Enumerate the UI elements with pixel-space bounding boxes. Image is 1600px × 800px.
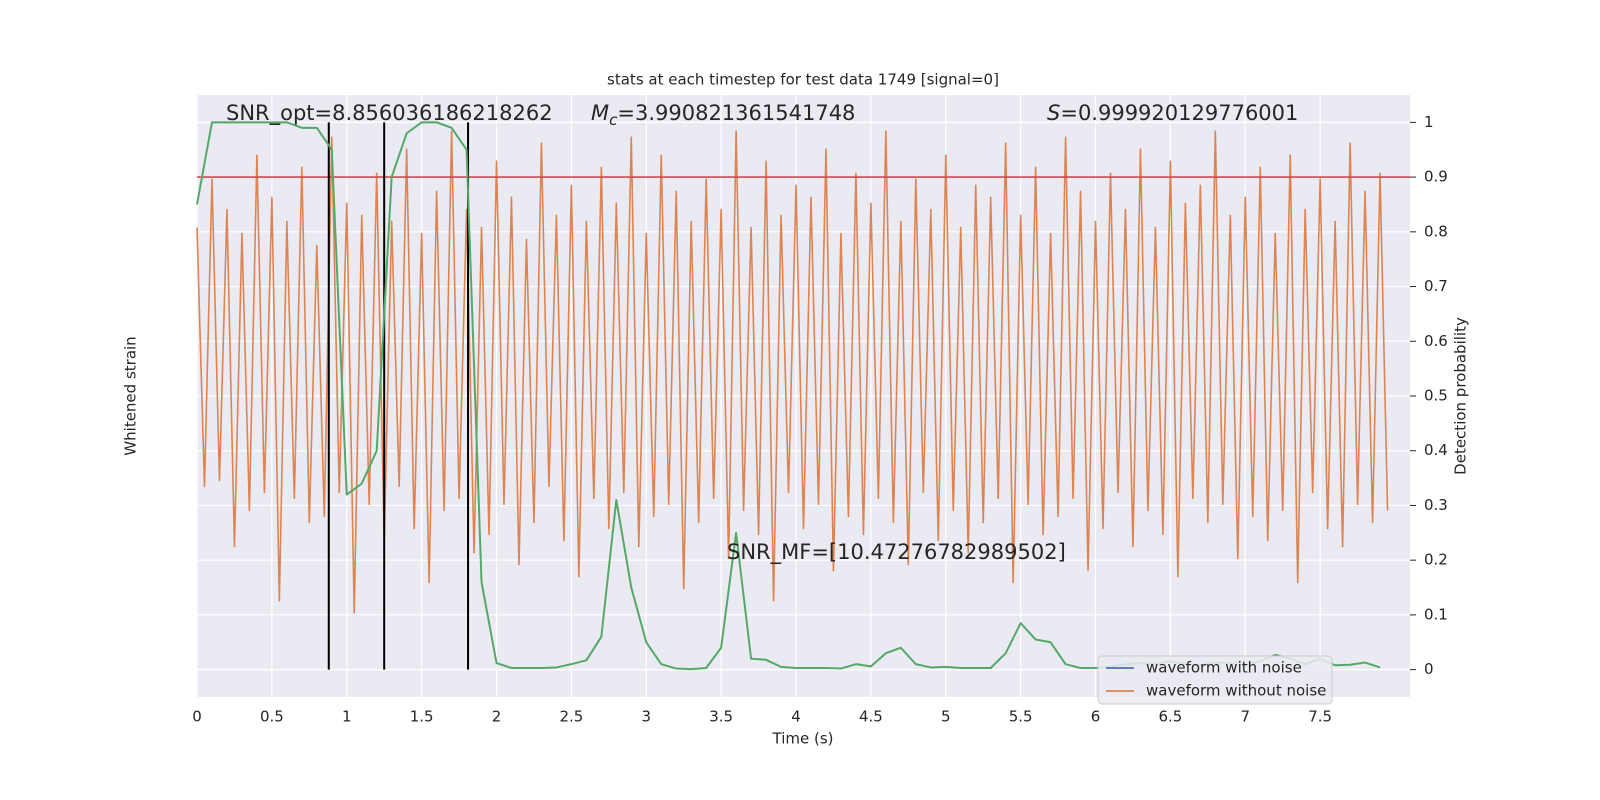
y2-tick-label: 0.6 [1424, 332, 1448, 350]
annotation-text: =3.990821361541748 [617, 101, 855, 125]
x-tick-label: 4.5 [859, 708, 883, 726]
y2-tick-label: 0.2 [1424, 551, 1448, 569]
x-tick-label: 6.5 [1158, 708, 1182, 726]
x-axis-label: Time (s) [772, 730, 834, 748]
annotation: SNR_opt=8.856036186218262 [226, 101, 553, 126]
y2-axis-label: Detection probability [1452, 317, 1470, 475]
x-tick-label: 5 [941, 708, 951, 726]
x-tick-label: 6 [1091, 708, 1101, 726]
x-tick-label: 3.5 [709, 708, 733, 726]
annotation-text: SNR_opt=8.856036186218262 [226, 101, 553, 126]
annotation: Mc=3.990821361541748 [591, 101, 855, 129]
y2-tick-label: 0.8 [1424, 222, 1448, 240]
x-tick-label: 2.5 [559, 708, 583, 726]
y2-tick-label: 0.5 [1424, 387, 1448, 405]
x-tick-label: 7.5 [1308, 708, 1332, 726]
annotation-symbol: M [591, 101, 609, 125]
x-tick-label: 0 [192, 708, 202, 726]
y2-tick-label: 0.1 [1424, 605, 1448, 623]
x-tick-label: 4 [791, 708, 801, 726]
legend-box [1097, 655, 1333, 705]
annotation: SNR_MF=[10.47276782989502] [727, 540, 1066, 565]
x-tick-label: 7 [1240, 708, 1250, 726]
x-tick-label: 2 [492, 708, 502, 726]
y2-tick-label: 0.3 [1424, 496, 1448, 514]
marks [196, 121, 1410, 671]
series-line [196, 130, 1389, 614]
x-tick-label: 3 [641, 708, 651, 726]
legend-label: waveform with noise [1146, 659, 1302, 677]
y2-tick-label: 1 [1424, 113, 1434, 131]
y2-tick-label: 0.7 [1424, 277, 1448, 295]
y2-tick-label: 0 [1424, 660, 1434, 678]
x-tick-label: 5.5 [1009, 708, 1033, 726]
legend-label: waveform without noise [1146, 682, 1326, 700]
annotation-subscript: c [609, 111, 618, 129]
y2-tick-label: 0.4 [1424, 441, 1448, 459]
chart-title: stats at each timestep for test data 174… [607, 71, 999, 89]
annotation: S=0.999920129776001 [1047, 101, 1298, 125]
x-tick-label: 1.5 [410, 708, 434, 726]
overlay: SNR_opt=8.856036186218262 Mc=3.9908213615… [226, 101, 1333, 705]
y-axis-label: Whitened strain [122, 336, 140, 455]
annotation-text: =0.999920129776001 [1060, 101, 1298, 125]
x-tick-label: 0.5 [260, 708, 284, 726]
x-tick-label: 1 [342, 708, 352, 726]
y2-tick-label: 0.9 [1424, 168, 1448, 186]
annotation-text: SNR_MF=[10.47276782989502] [727, 540, 1066, 565]
annotation-symbol: S [1047, 101, 1060, 125]
